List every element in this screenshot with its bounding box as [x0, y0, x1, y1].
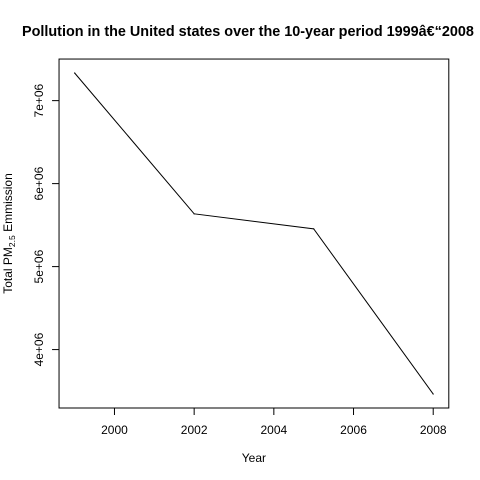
- y-tick-label: 6e+06: [32, 166, 46, 200]
- x-tick-label: 2000: [101, 423, 128, 437]
- y-axis-label-prefix: Total PM: [1, 247, 15, 294]
- data-point: [194, 213, 195, 214]
- data-point: [433, 393, 434, 394]
- series-line: [75, 73, 434, 394]
- y-axis: 4e+06 5e+06 6e+06 7e+06: [32, 83, 59, 366]
- data-point: [313, 228, 314, 229]
- y-axis-label-subscript: 2.5: [7, 235, 17, 247]
- x-tick-label: 2006: [340, 423, 367, 437]
- series-layer: [74, 72, 434, 394]
- plot-frame: [59, 59, 449, 408]
- y-tick-label: 7e+06: [32, 83, 46, 117]
- x-tick-label: 2008: [420, 423, 447, 437]
- y-axis-label-suffix: Emmission: [1, 173, 15, 235]
- x-tick-label: 2002: [181, 423, 208, 437]
- x-tick-label: 2004: [260, 423, 287, 437]
- y-axis-label: Total PM2.5 Emmission: [1, 173, 17, 294]
- y-tick-label: 5e+06: [32, 249, 46, 283]
- chart-title: Pollution in the United states over the …: [22, 24, 474, 40]
- y-tick-label: 4e+06: [32, 332, 46, 366]
- data-point: [74, 72, 75, 73]
- x-axis-label: Year: [242, 451, 266, 465]
- x-axis: 2000 2002 2004 2006 2008: [101, 408, 447, 437]
